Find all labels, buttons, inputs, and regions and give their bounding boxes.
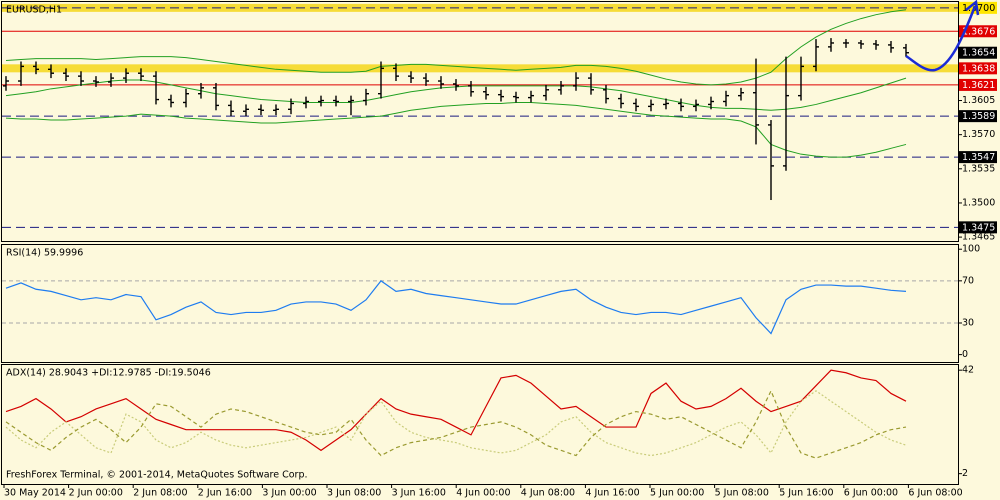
symbol-title: EURUSD,H1 [6, 5, 62, 16]
x-tick-label: 3 Jun 16:00 [392, 488, 446, 499]
y-tick-label: 1.3465 [962, 232, 995, 243]
level-label: 1.3654 [962, 48, 995, 59]
x-tick-label: 2 Jun 08:00 [133, 488, 187, 499]
y-tick-label: 1.3500 [962, 197, 995, 208]
level-box [959, 46, 997, 59]
indicator-line [5, 369, 907, 452]
price-pane [1, 1, 959, 242]
level-label: 1.3700 [962, 3, 995, 14]
x-tick-label: 5 Jun 08:00 [715, 488, 769, 499]
arrow-curve [905, 5, 977, 72]
level-box [959, 25, 997, 38]
level-box [959, 62, 997, 75]
rsi-title: RSI(14) 59.9996 [6, 248, 83, 259]
x-tick-label: 2 Jun 00:00 [69, 488, 123, 499]
y-tick-label: 30 [962, 318, 974, 329]
level-box [959, 110, 997, 123]
footer: FreshForex Terminal, © 2001-2014, MetaQu… [6, 470, 308, 481]
x-tick-label: 4 Jun 00:00 [456, 488, 510, 499]
x-tick-label: 4 Jun 16:00 [585, 488, 639, 499]
panes [1, 1, 959, 485]
adx-title: ADX(14) 28.9043 +DI:12.9785 -DI:19.5046 [6, 368, 211, 379]
indicator-line [5, 280, 907, 335]
level-box [959, 151, 997, 164]
y-tick-label: 42 [962, 365, 974, 376]
level-label: 1.3621 [962, 80, 995, 91]
adx-pane [1, 364, 959, 485]
level-box [959, 221, 997, 234]
arrow-head [965, 0, 980, 16]
x-tick-label: 3 Jun 08:00 [327, 488, 381, 499]
rsi-pane [1, 244, 959, 363]
indicator-line [5, 390, 907, 457]
y-tick-label: 2 [962, 468, 968, 479]
y-tick-label: 1.3605 [962, 95, 995, 106]
x-tick-label: 2 Jun 16:00 [198, 488, 252, 499]
y-tick-label: 70 [962, 275, 974, 286]
level-label: 1.3638 [962, 63, 995, 74]
y-tick-label: 100 [962, 244, 980, 255]
x-tick-label: 4 Jun 08:00 [521, 488, 575, 499]
y-tick-label: 1.3570 [962, 129, 995, 140]
x-tick-label: 30 May 2014 [4, 488, 66, 499]
level-label: 1.3547 [962, 152, 995, 163]
x-tick-label: 6 Jun 00:00 [844, 488, 898, 499]
y-tick-label: 0 [962, 349, 968, 360]
hand-drawn-arrow [905, 0, 980, 72]
level-label: 1.3676 [962, 26, 995, 37]
x-tick-label: 6 Jun 08:00 [908, 488, 962, 499]
y-tick-label: 1.3535 [962, 163, 995, 174]
x-tick-label: 5 Jun 16:00 [779, 488, 833, 499]
level-box [959, 78, 997, 91]
x-tick-label: 3 Jun 00:00 [262, 488, 316, 499]
x-tick-label: 5 Jun 00:00 [650, 488, 704, 499]
level-label: 1.3589 [962, 111, 995, 122]
level-label: 1.3475 [962, 222, 995, 233]
